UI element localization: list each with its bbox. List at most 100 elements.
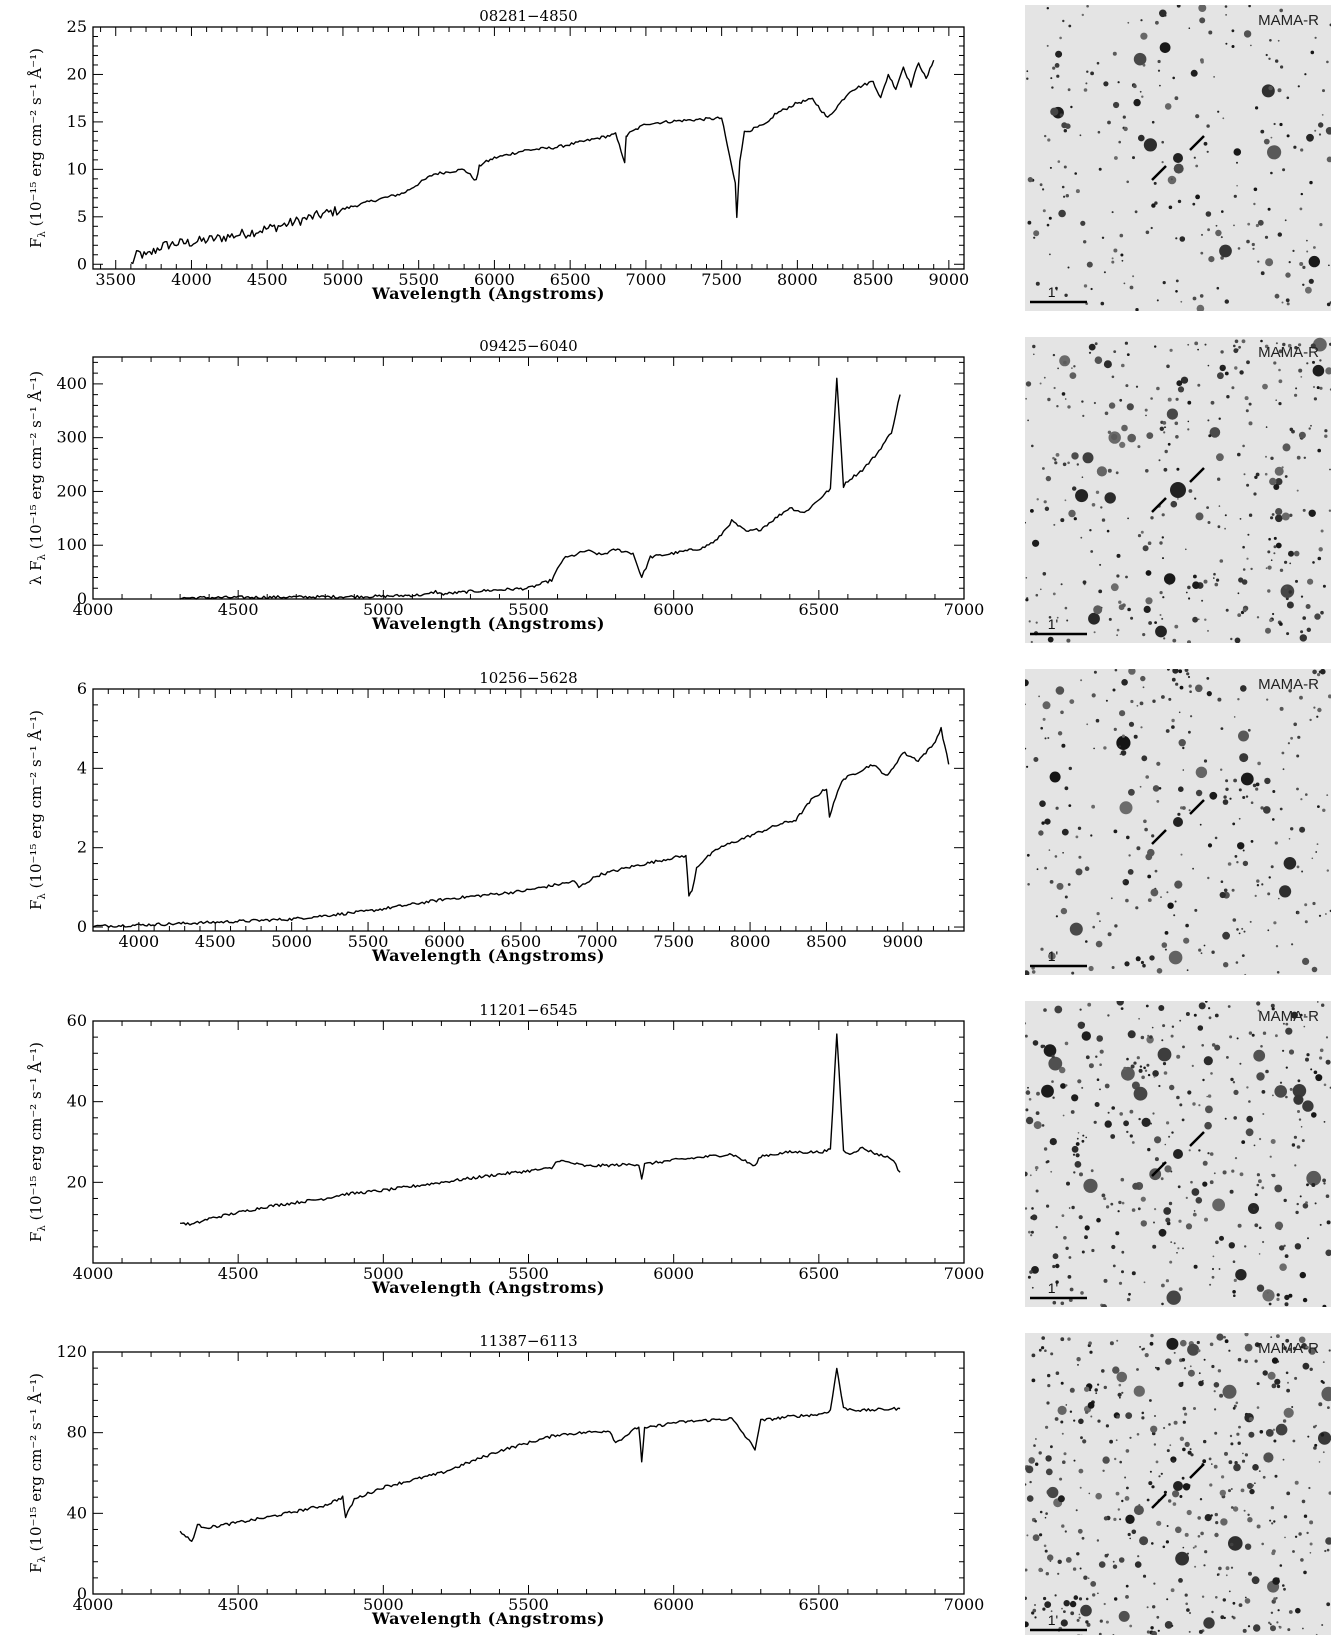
x-tick-label: 8000 (777, 270, 818, 289)
y-tick-label: 0 (77, 254, 87, 273)
scale-label: 1' (1048, 284, 1058, 300)
scale-label: 1' (1048, 1280, 1058, 1296)
y-axis-label: Fλ (10⁻¹⁵ erg cm⁻² s⁻¹ Å⁻¹) (27, 710, 48, 910)
y-tick-label: 100 (56, 535, 87, 554)
scale-label: 1' (1048, 948, 1058, 964)
plate-label: MAMA-R (1258, 344, 1319, 361)
x-tick-label: 7000 (944, 600, 985, 619)
spectrum-line (180, 378, 900, 599)
x-tick-label: 8500 (806, 932, 847, 951)
spectrum-line (131, 60, 934, 263)
y-tick-label: 6 (77, 679, 87, 698)
plate-label: MAMA-R (1258, 1340, 1319, 1357)
y-tick-label: 20 (67, 64, 87, 83)
plot-frame (93, 357, 964, 599)
x-tick-label: 4000 (118, 932, 159, 951)
finder-image-3: MAMA-R 1' (1022, 667, 1332, 976)
y-tick-label: 20 (67, 1172, 87, 1191)
scale-label: 1' (1048, 1612, 1058, 1628)
x-tick-label: 8000 (730, 932, 771, 951)
x-axis-label: Wavelength (Angstroms) (371, 1609, 605, 1628)
x-tick-label: 9000 (883, 932, 924, 951)
finder-image-4: MAMA-R 1' (1023, 998, 1332, 1310)
scale-label: 1' (1048, 616, 1058, 632)
y-tick-label: 2 (77, 838, 87, 857)
y-tick-label: 400 (56, 374, 87, 393)
y-tick-label: 120 (56, 1342, 87, 1361)
target-star (1173, 1149, 1183, 1159)
chart-title: 10256−5628 (479, 669, 577, 687)
plot-frame (93, 27, 964, 269)
x-tick-label: 9000 (928, 270, 969, 289)
plate-label: MAMA-R (1258, 676, 1319, 693)
plate-label: MAMA-R (1258, 12, 1319, 29)
target-star (1170, 482, 1186, 498)
x-tick-label: 3500 (95, 270, 136, 289)
finder-image-1: MAMA-R 1' (1025, 4, 1333, 313)
x-tick-label: 4500 (218, 600, 259, 619)
plate-label: MAMA-R (1258, 1008, 1319, 1025)
x-axis-label: Wavelength (Angstroms) (371, 946, 605, 965)
y-tick-label: 10 (67, 159, 87, 178)
y-tick-label: 200 (56, 481, 87, 500)
y-tick-label: 40 (67, 1503, 87, 1522)
y-tick-label: 5 (77, 207, 87, 226)
spectrum-line (180, 1034, 900, 1225)
x-tick-label: 4000 (171, 270, 212, 289)
x-axis-label: Wavelength (Angstroms) (371, 284, 605, 303)
y-tick-label: 300 (56, 428, 87, 447)
x-tick-label: 6500 (798, 1264, 839, 1283)
y-tick-label: 15 (67, 112, 87, 131)
x-tick-label: 7000 (944, 1595, 985, 1614)
y-tick-label: 60 (67, 1011, 87, 1030)
x-axis-label: Wavelength (Angstroms) (371, 1278, 605, 1297)
x-tick-label: 6500 (798, 600, 839, 619)
x-tick-label: 5000 (323, 270, 364, 289)
x-tick-label: 6000 (653, 1595, 694, 1614)
chart-title: 11387−6113 (479, 1332, 577, 1350)
x-tick-label: 6000 (653, 600, 694, 619)
x-tick-label: 4500 (247, 270, 288, 289)
y-tick-label: 25 (67, 17, 87, 36)
x-tick-label: 4500 (218, 1595, 259, 1614)
chart-title: 08281−4850 (479, 7, 577, 25)
chart-title: 09425−6040 (479, 337, 577, 355)
y-tick-label: 40 (67, 1092, 87, 1111)
x-axis-label: Wavelength (Angstroms) (371, 614, 605, 633)
y-axis-label: Fλ (10⁻¹⁵ erg cm⁻² s⁻¹ Å⁻¹) (27, 1373, 48, 1573)
finder-image-5: MAMA-R 1' (1023, 1332, 1336, 1635)
x-tick-label: 4500 (195, 932, 236, 951)
y-tick-label: 0 (77, 589, 87, 608)
spectrum-line (180, 1368, 900, 1541)
y-tick-label: 0 (77, 1584, 87, 1603)
x-tick-label: 7500 (701, 270, 742, 289)
y-axis-label: Fλ (10⁻¹⁵ erg cm⁻² s⁻¹ Å⁻¹) (27, 1042, 48, 1242)
y-tick-label: 80 (67, 1423, 87, 1442)
spectrum-line (93, 728, 949, 928)
finder-image-2: MAMA-R 1' (1024, 337, 1332, 644)
plot-frame (93, 1021, 964, 1263)
x-tick-label: 6000 (653, 1264, 694, 1283)
x-tick-label: 7000 (626, 270, 667, 289)
x-tick-label: 4000 (73, 1264, 114, 1283)
y-axis-label: λ Fλ (10⁻¹⁵ erg cm⁻² s⁻¹ Å⁻¹) (27, 371, 48, 585)
target-star (1173, 153, 1183, 163)
x-tick-label: 7000 (944, 1264, 985, 1283)
x-tick-label: 4500 (218, 1264, 259, 1283)
y-tick-label: 0 (77, 917, 87, 936)
x-tick-label: 6500 (798, 1595, 839, 1614)
target-star (1173, 1481, 1183, 1491)
x-tick-label: 5000 (271, 932, 312, 951)
plot-frame (93, 689, 964, 931)
x-tick-label: 8500 (853, 270, 894, 289)
target-star (1173, 817, 1183, 827)
chart-title: 11201−6545 (479, 1001, 577, 1019)
y-tick-label: 4 (77, 758, 87, 777)
x-tick-label: 7500 (653, 932, 694, 951)
y-axis-label: Fλ (10⁻¹⁵ erg cm⁻² s⁻¹ Å⁻¹) (27, 48, 48, 248)
